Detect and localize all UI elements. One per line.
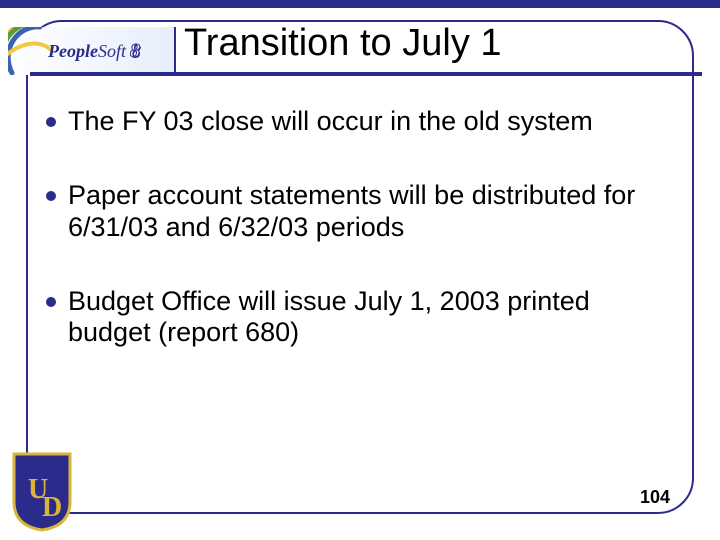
bullet-item: Paper account statements will be distrib… xyxy=(46,180,678,244)
bullet-item: The FY 03 close will occur in the old sy… xyxy=(46,106,678,138)
top-band xyxy=(0,0,720,8)
svg-text:D: D xyxy=(42,492,62,523)
bullet-item: Budget Office will issue July 1, 2003 pr… xyxy=(46,286,678,350)
page-number: 104 xyxy=(640,487,670,508)
ud-crest-icon: U D xyxy=(8,450,76,532)
title-underline xyxy=(30,72,702,76)
bullet-list: The FY 03 close will occur in the old sy… xyxy=(46,106,678,391)
slide: PeopleSoft8 Transition to July 1 The FY … xyxy=(0,0,720,540)
